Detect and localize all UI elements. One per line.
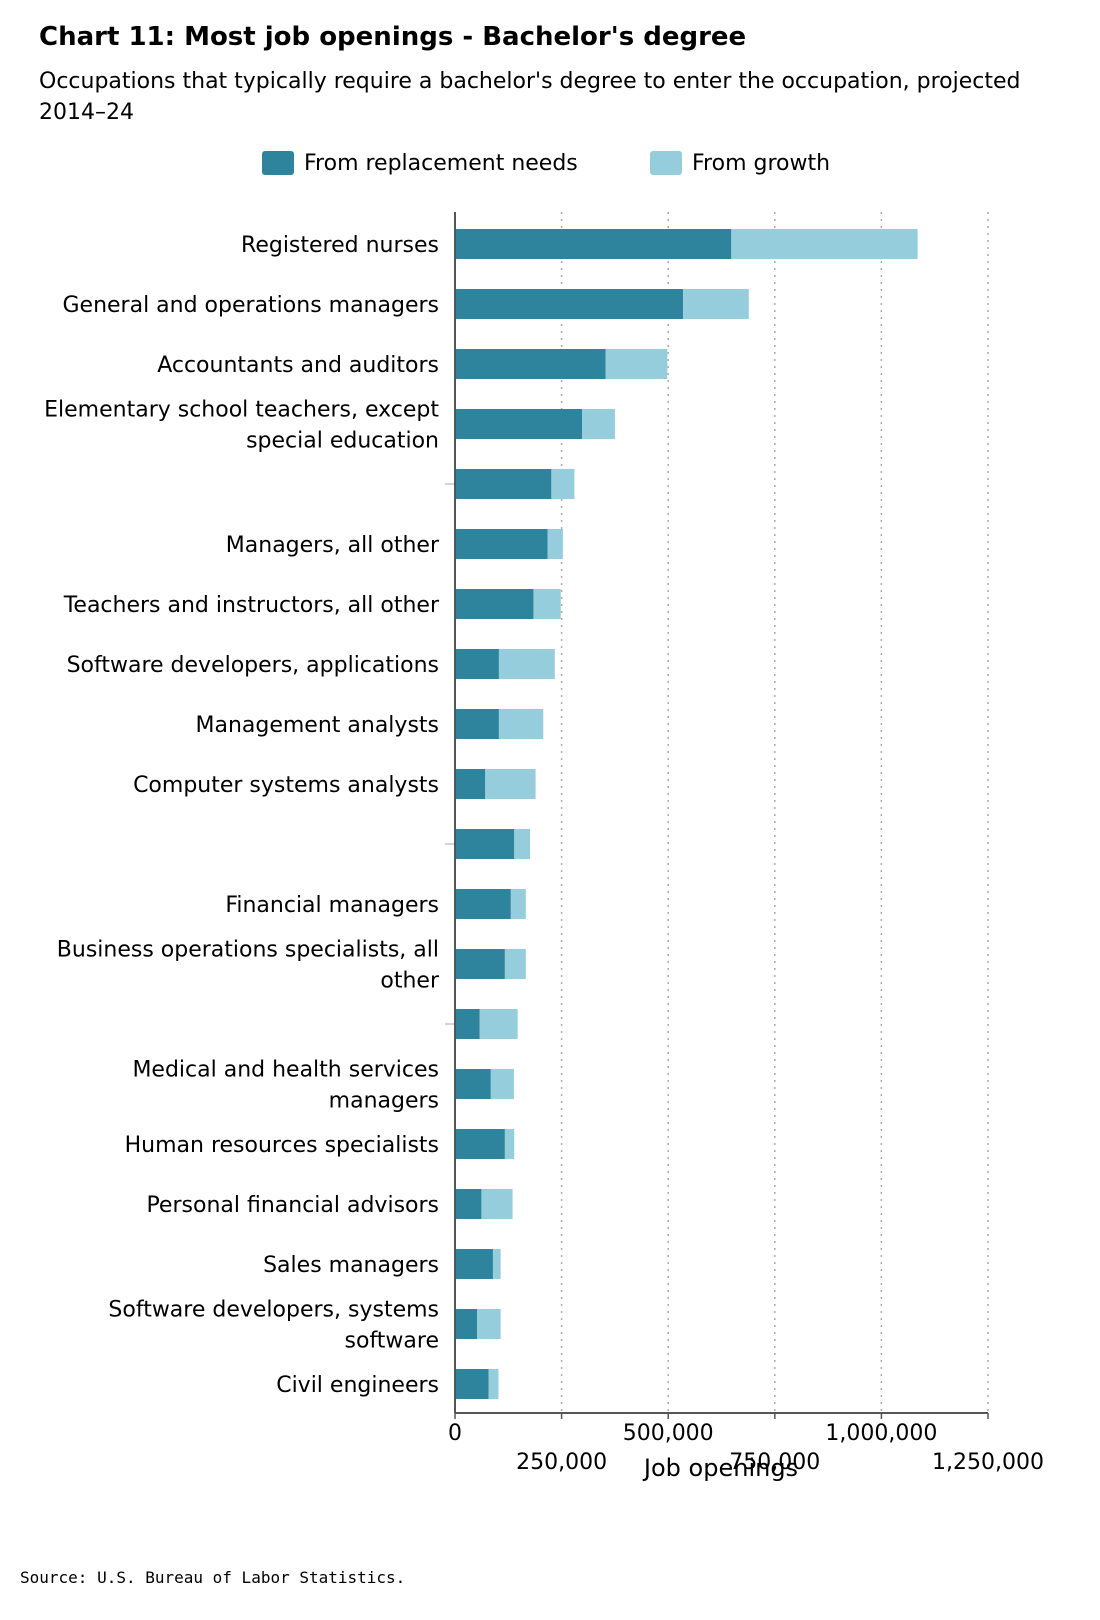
bar-replacement [455,1189,482,1219]
category-label: Human resources specialists [125,1133,439,1158]
bar-replacement [455,409,583,439]
bar-growth [582,409,615,439]
x-tick-label: 750,000 [729,1450,820,1475]
bar-growth [477,1309,501,1339]
bar-growth [504,1129,515,1159]
bar-growth [498,709,544,739]
bar-replacement [455,649,499,679]
bar-growth [533,589,561,619]
bar-growth [492,1249,501,1279]
category-label: Financial managers [225,893,439,918]
legend-item-replacement[interactable]: From replacement needs [262,146,578,180]
bar-growth [547,529,563,559]
bar-replacement [455,889,511,919]
bar-replacement [455,229,732,259]
legend-swatch-growth [650,151,682,175]
bar-replacement [455,949,505,979]
bar-replacement [455,829,515,859]
category-label: Teachers and instructors, all other [63,593,440,618]
legend-label-replacement: From replacement needs [304,150,578,176]
bar-growth [498,649,555,679]
legend-swatch-replacement [262,151,294,175]
category-label: Registered nurses [241,233,439,258]
x-tick-label: 0 [448,1421,462,1446]
bar-replacement [455,349,606,379]
bar-growth [683,289,749,319]
category-label: Civil engineers [276,1373,439,1398]
category-label: General and operations managers [62,293,439,318]
x-axis-title: Job openings [642,1454,798,1482]
legend-label-growth: From growth [692,150,831,176]
bar-replacement [455,1309,478,1339]
bar-growth [488,1369,499,1399]
bar-chart: Registered nurses General and operations … [44,212,1044,1482]
bar-replacement [455,769,486,799]
chart-legend: From replacement needs From growth [0,146,1100,186]
chart-title: Chart 11: Most job openings - Bachelor's… [39,22,747,52]
source-note: Source: U.S. Bureau of Labor Statistics. [20,1568,406,1587]
category-label: Managers, all other [226,533,440,558]
bar-replacement [455,529,548,559]
category-label: Elementary school teachers, except specia… [44,398,439,454]
bar-growth [485,769,536,799]
x-tick-label: 1,000,000 [825,1421,937,1446]
category-label: Business operations specialists, all othe… [57,938,440,994]
bar-growth [479,1009,518,1039]
category-label: Sales managers [263,1253,439,1278]
bar-replacement [455,1249,493,1279]
bar-growth [605,349,668,379]
category-label: Accountants and auditors [157,353,439,378]
category-label: Software developers, systems software [108,1298,439,1354]
bar-replacement [455,289,684,319]
legend-item-growth[interactable]: From growth [650,146,830,180]
x-tick-label: 250,000 [516,1450,607,1475]
x-tick-label: 1,250,000 [932,1450,1044,1475]
bar-replacement [455,1009,480,1039]
bar-growth [481,1189,513,1219]
bar-replacement [455,709,499,739]
category-label: Medical and health services managers [132,1058,439,1114]
category-label: Personal financial advisors [146,1193,439,1218]
bar-replacement [455,1129,505,1159]
bar-replacement [455,1369,489,1399]
category-label: Computer systems analysts [133,773,439,798]
bar-growth [490,1069,514,1099]
category-label: Software developers, applications [67,653,439,678]
category-label: Management analysts [195,713,439,738]
bar-growth [731,229,918,259]
bar-growth [551,469,575,499]
bar-replacement [455,469,552,499]
bar-growth [510,889,526,919]
x-tick-label: 500,000 [623,1421,714,1446]
bar-replacement [455,589,534,619]
bar-growth [504,949,526,979]
bar-growth [514,829,531,859]
chart-subtitle: Occupations that typically require a bac… [39,69,1021,125]
bar-replacement [455,1069,491,1099]
